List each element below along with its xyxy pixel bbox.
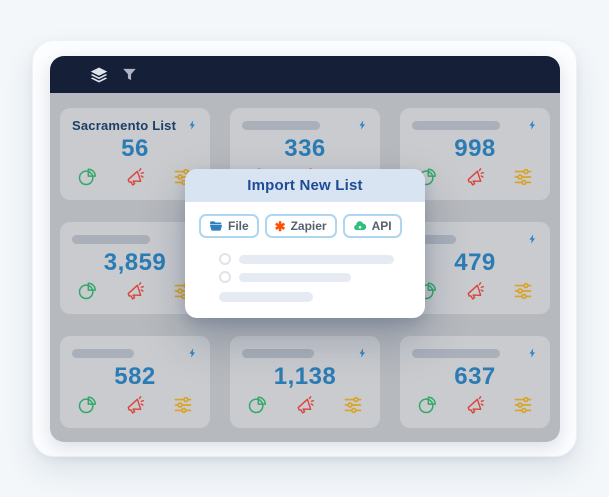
filter-icon[interactable] <box>122 67 137 82</box>
card-title-placeholder <box>242 120 321 130</box>
zapier-asterisk-icon: ✱ <box>274 218 286 234</box>
card-title: Sacramento List <box>72 117 177 133</box>
card-actions <box>72 281 198 301</box>
card-title-placeholder <box>412 348 501 358</box>
card-title-placeholder <box>72 348 134 358</box>
list-card-sacramento[interactable]: Sacramento List 56 <box>60 108 210 200</box>
megaphone-icon[interactable] <box>295 395 315 415</box>
lightning-bolt-icon[interactable] <box>357 118 368 132</box>
card-title-placeholder <box>412 234 457 244</box>
card-count: 637 <box>454 363 496 390</box>
card-actions <box>412 281 538 301</box>
pie-chart-icon[interactable] <box>77 167 97 187</box>
pie-chart-icon[interactable] <box>77 281 97 301</box>
import-form-skeleton <box>219 253 411 302</box>
card-count: 336 <box>284 135 326 162</box>
text-placeholder <box>219 292 313 302</box>
megaphone-icon[interactable] <box>125 281 145 301</box>
card-count: 1,138 <box>273 363 337 390</box>
pie-chart-icon[interactable] <box>417 395 437 415</box>
list-card[interactable]: 637 <box>400 336 550 428</box>
list-card[interactable]: 582 <box>60 336 210 428</box>
folder-icon <box>209 221 223 231</box>
card-title-placeholder <box>72 234 151 244</box>
card-title-placeholder <box>412 120 501 130</box>
cloud-upload-icon <box>353 221 366 231</box>
import-modal-header: Import New List <box>185 169 425 202</box>
radio-placeholder-icon <box>219 253 231 265</box>
megaphone-icon[interactable] <box>125 167 145 187</box>
card-count: 56 <box>121 135 149 162</box>
list-card[interactable]: 479 <box>400 222 550 314</box>
card-title-placeholder <box>242 348 314 358</box>
megaphone-icon[interactable] <box>465 167 485 187</box>
megaphone-icon[interactable] <box>465 281 485 301</box>
skeleton-row <box>219 271 411 283</box>
pie-chart-icon[interactable] <box>247 395 267 415</box>
lightning-bolt-icon[interactable] <box>357 346 368 360</box>
lightning-bolt-icon[interactable] <box>527 118 538 132</box>
skeleton-row <box>219 253 411 265</box>
import-api-button[interactable]: API <box>342 214 402 238</box>
sliders-icon[interactable] <box>513 395 533 415</box>
card-actions <box>242 395 368 415</box>
sliders-icon[interactable] <box>513 281 533 301</box>
list-card[interactable]: 1,138 <box>230 336 380 428</box>
button-label: File <box>228 219 249 233</box>
import-modal: Import New List File ✱ Zapier <box>185 169 425 318</box>
button-label: API <box>371 219 392 233</box>
list-card[interactable]: 998 <box>400 108 550 200</box>
card-count: 3,859 <box>103 249 167 276</box>
card-count: 998 <box>454 135 496 162</box>
lightning-bolt-icon[interactable] <box>527 232 538 246</box>
megaphone-icon[interactable] <box>125 395 145 415</box>
text-placeholder <box>239 272 351 282</box>
radio-placeholder-icon <box>219 271 231 283</box>
import-zapier-button[interactable]: ✱ Zapier <box>264 214 337 238</box>
text-placeholder <box>239 254 394 264</box>
import-modal-body: File ✱ Zapier API <box>185 202 425 318</box>
modal-title: Import New List <box>247 177 363 194</box>
card-actions <box>412 395 538 415</box>
pie-chart-icon[interactable] <box>77 395 97 415</box>
app-toolbar <box>50 56 560 93</box>
sliders-icon[interactable] <box>173 395 193 415</box>
card-count: 582 <box>114 363 156 390</box>
layers-icon[interactable] <box>90 66 108 84</box>
card-actions <box>72 395 198 415</box>
lightning-bolt-icon[interactable] <box>187 118 198 132</box>
sliders-icon[interactable] <box>343 395 363 415</box>
import-source-buttons: File ✱ Zapier API <box>199 214 411 238</box>
card-count: 479 <box>454 249 496 276</box>
card-actions <box>412 167 538 187</box>
sliders-icon[interactable] <box>513 167 533 187</box>
lightning-bolt-icon[interactable] <box>527 346 538 360</box>
megaphone-icon[interactable] <box>465 395 485 415</box>
card-actions <box>72 167 198 187</box>
button-label: Zapier <box>290 219 327 233</box>
lightning-bolt-icon[interactable] <box>187 346 198 360</box>
import-file-button[interactable]: File <box>199 214 259 238</box>
